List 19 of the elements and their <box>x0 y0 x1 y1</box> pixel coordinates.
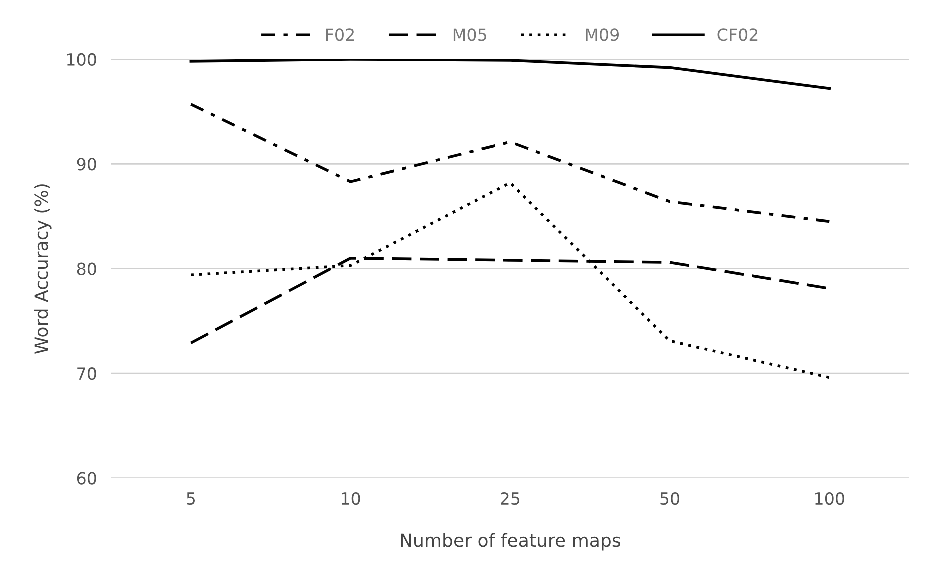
legend-label: M05 <box>454 28 486 42</box>
y-tick-label: 80 <box>77 262 96 276</box>
y-tick-label: 90 <box>77 158 96 171</box>
legend-label: F02 <box>326 28 354 42</box>
x-tick-label: 5 <box>187 492 196 506</box>
line-series <box>190 59 832 90</box>
x-tick-label: 25 <box>501 492 520 506</box>
legend-label: M09 <box>586 28 619 42</box>
y-axis-title: Word Accuracy (%) <box>34 184 52 354</box>
line-series <box>190 182 832 380</box>
x-axis-title: Number of feature maps <box>401 533 620 551</box>
x-tick-label: 100 <box>816 492 844 506</box>
y-tick-label: 60 <box>77 472 96 485</box>
x-tick-label: 10 <box>342 492 360 506</box>
y-tick-label: 70 <box>78 368 96 380</box>
line-series <box>190 103 832 224</box>
legend-label: CF02 <box>718 28 758 42</box>
x-tick-label: 50 <box>660 492 680 506</box>
y-tick-label: 100 <box>67 53 96 66</box>
